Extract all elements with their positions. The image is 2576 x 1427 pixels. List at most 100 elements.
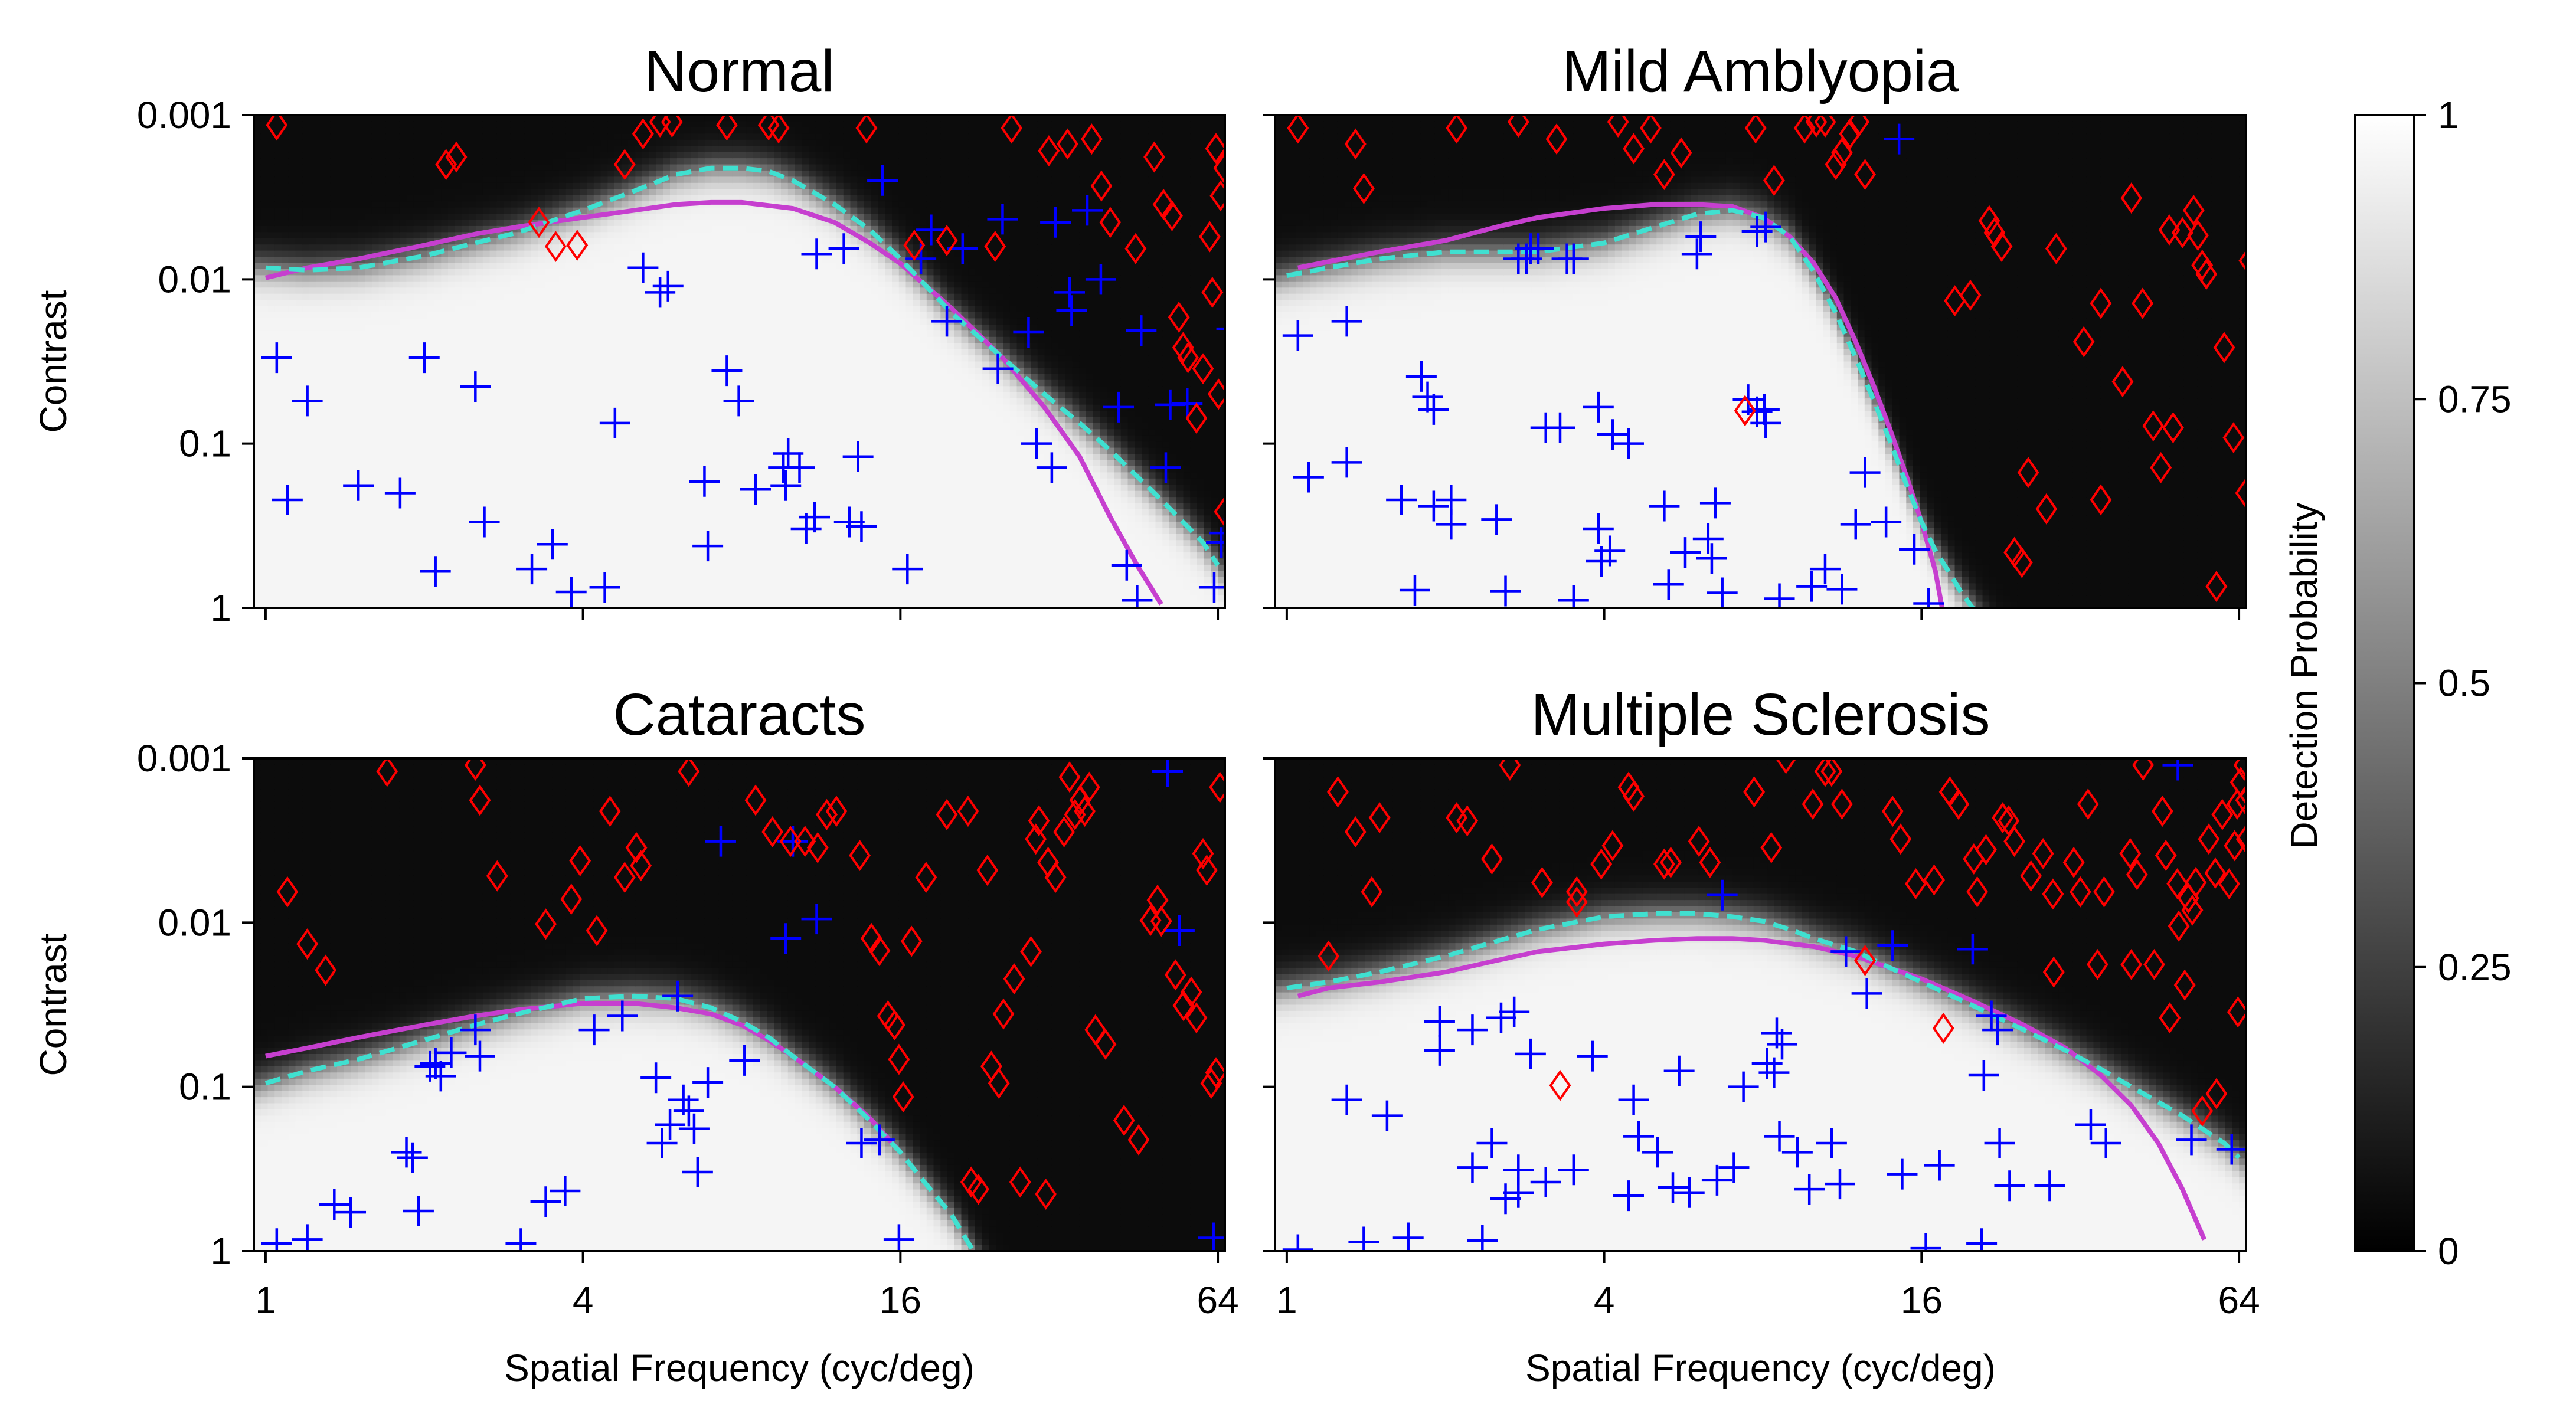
heatmap-cell — [462, 257, 470, 264]
heatmap-cell — [274, 423, 282, 430]
heatmap-cell — [295, 404, 303, 411]
heatmap-cell — [406, 367, 414, 375]
heatmap-cell — [628, 343, 636, 350]
heatmap-cell — [254, 214, 261, 221]
heatmap-cell — [378, 601, 387, 608]
heatmap-cell — [504, 214, 511, 221]
heatmap-cell — [559, 398, 567, 405]
heatmap-cell — [274, 528, 282, 535]
heatmap-cell — [434, 133, 442, 140]
heatmap-cell — [260, 139, 269, 146]
heatmap-cell — [378, 571, 387, 578]
heatmap-cell — [476, 509, 483, 516]
heatmap-cell — [427, 429, 435, 436]
heatmap-cell — [441, 601, 449, 608]
heatmap-cell — [302, 207, 310, 214]
heatmap-cell — [323, 497, 331, 504]
heatmap-cell — [545, 503, 553, 510]
heatmap-cell — [406, 447, 414, 454]
heatmap-cell — [406, 250, 414, 257]
heatmap-cell — [288, 115, 296, 122]
heatmap-cell — [330, 361, 338, 368]
heatmap-cell — [559, 133, 567, 140]
heatmap-cell — [309, 478, 317, 485]
heatmap-cell — [337, 564, 345, 572]
heatmap-cell — [385, 225, 393, 233]
heatmap-cell — [476, 207, 483, 214]
heatmap-cell — [489, 417, 498, 424]
heatmap-cell — [427, 214, 435, 221]
heatmap-cell — [330, 306, 338, 313]
heatmap-cell — [489, 324, 498, 332]
heatmap-cell — [489, 343, 498, 350]
heatmap-cell — [676, 214, 685, 221]
heatmap-cell — [371, 220, 380, 227]
heatmap-cell — [580, 152, 587, 159]
heatmap-cell — [489, 152, 498, 159]
heatmap-cell — [482, 497, 491, 504]
heatmap-cell — [427, 361, 435, 368]
heatmap-cell — [600, 558, 609, 565]
heatmap-cell — [441, 293, 449, 300]
heatmap-cell — [587, 306, 594, 313]
heatmap-cell — [434, 336, 442, 343]
heatmap-cell — [559, 497, 567, 504]
heatmap-cell — [531, 115, 539, 122]
heatmap-cell — [406, 411, 414, 418]
heatmap-cell — [441, 447, 449, 454]
heatmap-cell — [670, 306, 678, 313]
heatmap-cell — [476, 528, 483, 535]
heatmap-cell — [351, 558, 359, 565]
heatmap-cell — [288, 515, 296, 522]
heatmap-cell — [621, 250, 629, 257]
heatmap-cell — [448, 490, 456, 498]
heatmap-cell — [295, 133, 303, 140]
heatmap-cell — [295, 263, 303, 270]
heatmap-cell — [441, 189, 449, 196]
heatmap-cell — [524, 281, 532, 288]
heatmap-cell — [406, 540, 414, 547]
heatmap-cell — [406, 176, 414, 184]
heatmap-cell — [559, 583, 567, 590]
heatmap-cell — [462, 139, 470, 146]
heatmap-cell — [462, 435, 470, 442]
heatmap-cell — [427, 312, 435, 319]
heatmap-cell — [427, 478, 435, 485]
heatmap-cell — [635, 466, 643, 473]
heatmap-cell — [462, 528, 470, 535]
heatmap-cell — [295, 447, 303, 454]
heatmap-cell — [316, 404, 324, 411]
heatmap-cell — [676, 306, 685, 313]
heatmap-cell — [254, 540, 261, 547]
heatmap-cell — [600, 115, 609, 122]
heatmap-cell — [371, 164, 380, 171]
heatmap-cell — [656, 552, 664, 559]
heatmap-cell — [427, 281, 435, 288]
heatmap-cell — [427, 485, 435, 492]
heatmap-cell — [260, 324, 269, 332]
heatmap-cell — [337, 176, 345, 184]
heatmap-cell — [399, 374, 407, 381]
heatmap-cell — [288, 478, 296, 485]
heatmap-cell — [573, 182, 581, 189]
heatmap-cell — [593, 466, 601, 473]
heatmap-cell — [337, 312, 345, 319]
heatmap-cell — [399, 441, 407, 449]
heatmap-cell — [393, 521, 400, 529]
heatmap-cell — [510, 201, 518, 208]
heatmap-cell — [642, 404, 650, 411]
heatmap-cell — [344, 595, 352, 603]
heatmap-cell — [393, 485, 400, 492]
heatmap-cell — [580, 146, 587, 153]
heatmap-cell — [282, 244, 289, 251]
heatmap-cell — [309, 429, 317, 436]
heatmap-cell — [295, 589, 303, 596]
heatmap-cell — [496, 583, 504, 590]
heatmap-cell — [316, 447, 324, 454]
heatmap-cell — [489, 164, 498, 171]
heatmap-cell — [517, 386, 525, 393]
heatmap-cell — [260, 398, 269, 405]
heatmap-cell — [316, 306, 324, 313]
heatmap-cell — [295, 324, 303, 332]
heatmap-cell — [274, 595, 282, 603]
